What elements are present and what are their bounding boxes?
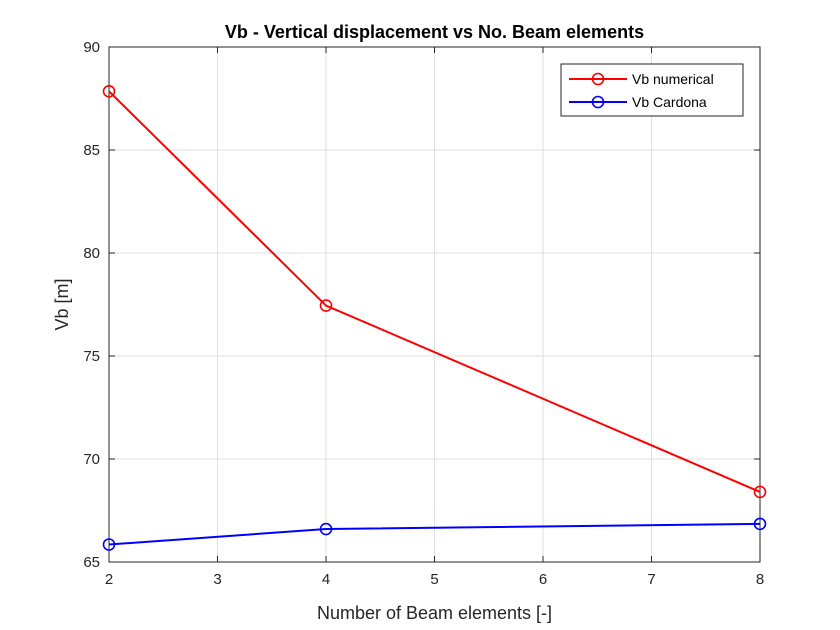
x-tick-label: 6 — [539, 571, 547, 588]
x-tick-label: 2 — [105, 571, 113, 588]
legend-label-vb-numerical: Vb numerical — [632, 71, 714, 87]
y-tick-label: 75 — [83, 348, 100, 365]
x-tick-label: 8 — [756, 571, 764, 588]
data-point-vb-numerical — [753, 485, 767, 499]
y-tick-label: 90 — [83, 39, 100, 56]
series-line-vb-cardona — [108, 522, 761, 546]
legend: Vb numerical Vb Cardona — [560, 63, 744, 117]
data-point-vb-numerical — [319, 299, 333, 312]
legend-marker-vb-cardona — [591, 95, 605, 109]
axis-ticks: 2 3 4 5 6 7 8 65 70 75 80 85 90 — [83, 39, 764, 588]
series-layer — [102, 84, 767, 551]
x-tick-label: 3 — [213, 571, 221, 588]
y-axis-label: Vb [m] — [52, 278, 72, 330]
legend-marker-vb-numerical — [591, 72, 605, 86]
data-point-vb-numerical — [102, 84, 116, 98]
data-point-vb-cardona — [102, 538, 116, 551]
chart-title: Vb - Vertical displacement vs No. Beam e… — [225, 22, 644, 42]
x-axis-label: Number of Beam elements [-] — [317, 603, 552, 623]
legend-box — [560, 63, 744, 117]
y-tick-label: 65 — [83, 554, 100, 571]
x-tick-label: 4 — [322, 571, 330, 588]
data-point-vb-cardona — [319, 522, 333, 536]
x-tick-label: 7 — [647, 571, 655, 588]
legend-label-vb-cardona: Vb Cardona — [632, 94, 707, 110]
x-tick-label: 5 — [430, 571, 438, 588]
y-tick-label: 85 — [83, 142, 100, 159]
data-point-vb-cardona — [753, 517, 767, 531]
y-tick-label: 70 — [83, 451, 100, 468]
y-tick-label: 80 — [83, 245, 100, 262]
series-line-vb-numerical — [108, 90, 761, 493]
